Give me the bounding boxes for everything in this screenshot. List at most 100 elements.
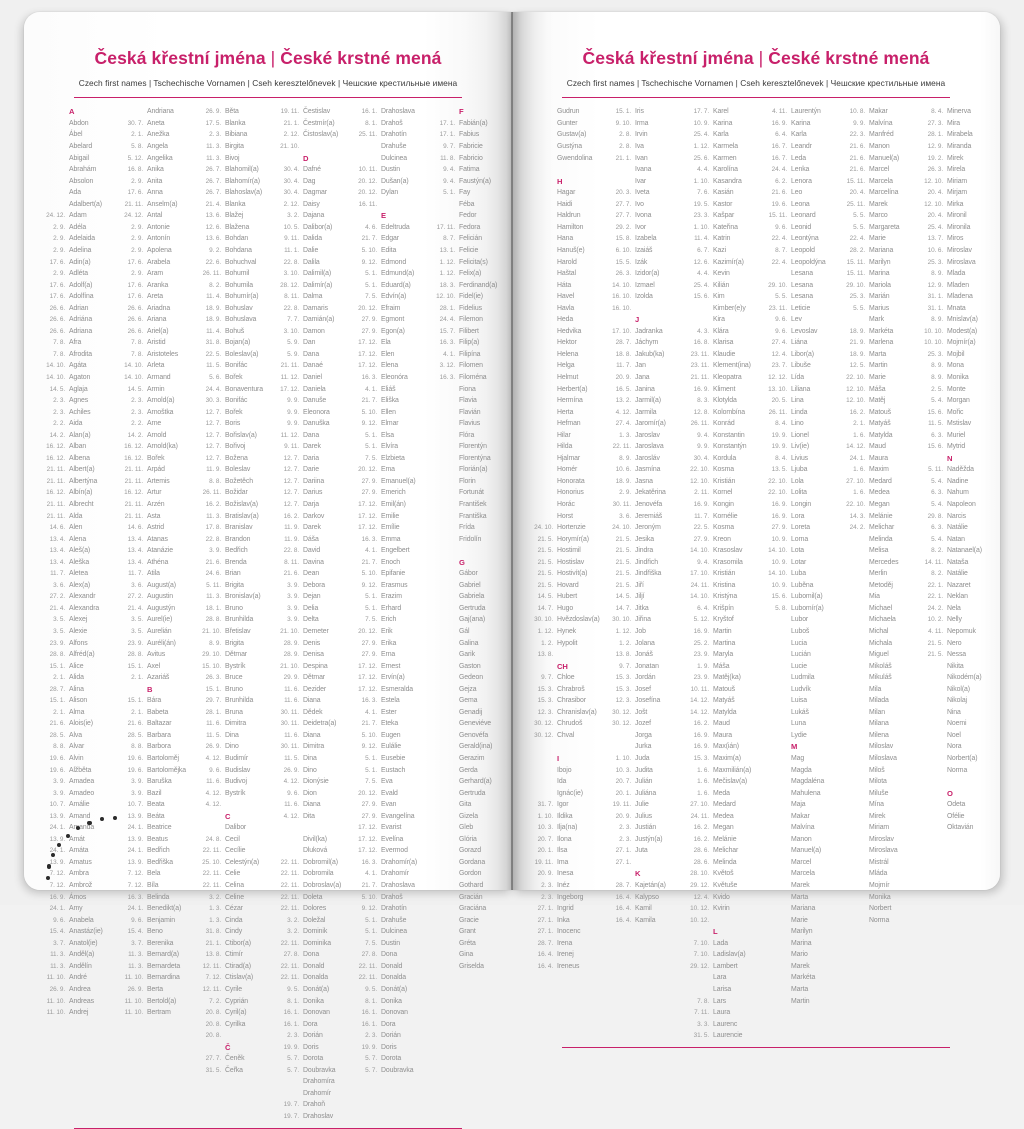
- name-label: Benjamin: [147, 916, 175, 924]
- name-label: Havla: [557, 304, 575, 312]
- name-date: 9. 9.: [697, 443, 709, 451]
- name-entry-row: 27. 9. Emanuel(a): [346, 476, 424, 488]
- name-label: Adolfína: [69, 293, 94, 301]
- name-label: Cindy: [225, 928, 243, 936]
- name-date: 15. 1.: [49, 662, 65, 670]
- name-date: 17. 12.: [358, 847, 377, 855]
- name-label: Andriana: [147, 108, 174, 116]
- name-date: 19. 7.: [283, 1101, 299, 1109]
- name-date: 24. 1.: [127, 824, 143, 832]
- name-label: Natan: [947, 535, 965, 543]
- name-entry-row: 14. 10. Arleta: [112, 360, 190, 372]
- name-entry-row: 24. 1. Beatrice: [112, 822, 190, 834]
- name-entry-row: Haldrun: [522, 210, 600, 222]
- name-date: 11. 12.: [280, 373, 299, 381]
- name-date: 14. 10.: [690, 547, 709, 555]
- name-date: 3. 2.: [287, 212, 299, 220]
- name-entry-row: 2. 9. Adelaida: [34, 233, 112, 245]
- name-label: Daniel: [303, 373, 322, 381]
- name-label: Blahomil(a): [225, 166, 259, 174]
- name-label: Dora: [303, 1020, 318, 1028]
- name-entry-row: Mercedes: [834, 557, 912, 569]
- name-label: Jaromír(a): [635, 420, 666, 428]
- name-date: 26. 7.: [205, 166, 221, 174]
- name-entry-row: 30. 11. Dědek: [268, 707, 346, 719]
- name-entry-row: 4. 4. Kevin: [678, 268, 756, 280]
- name-entry-row: Gordon: [424, 868, 502, 880]
- letter-heading: CH: [557, 661, 568, 671]
- name-date: 27. 3.: [927, 119, 943, 127]
- name-date: 28. 9.: [283, 651, 299, 659]
- name-date: 5. 1.: [365, 443, 377, 451]
- name-date: 1. 12.: [693, 143, 709, 151]
- name-date: 22. 11.: [202, 870, 221, 878]
- letter-heading: C: [225, 811, 231, 821]
- name-entry-row: 5. 12. Angelika: [112, 153, 190, 165]
- name-label: Emma: [381, 535, 401, 543]
- name-entry-row: Gorazd: [424, 845, 502, 857]
- name-date: 17. 10.: [612, 327, 631, 335]
- name-label: Mlada: [947, 270, 966, 278]
- name-date: 17. 12.: [358, 500, 377, 508]
- name-date: 9. 9.: [287, 420, 299, 428]
- name-label: Jana: [635, 373, 650, 381]
- name-entry-row: 11. 6. Diana: [268, 695, 346, 707]
- name-entry-row: 17. 8. Branislav: [190, 522, 268, 534]
- name-date: 1. 12.: [537, 628, 553, 635]
- name-date: 2. 9.: [131, 270, 143, 278]
- name-label: Marek: [791, 882, 810, 890]
- name-label: Amát: [69, 835, 85, 843]
- name-label: Ernest: [381, 662, 401, 670]
- name-date: 13. 10.: [768, 385, 787, 393]
- name-label: Dora: [381, 1020, 396, 1028]
- name-label: Dana: [303, 350, 320, 358]
- name-label: Natálie: [947, 524, 968, 532]
- name-entry-row: 1. 6. Mečislav(a): [678, 776, 756, 788]
- name-label: Drahomír: [303, 1089, 331, 1097]
- name-label: Karina: [713, 119, 733, 127]
- name-date: 16. 12.: [124, 443, 143, 451]
- name-label: Aneta: [147, 119, 165, 127]
- name-date: 28. 6.: [693, 858, 709, 866]
- name-entry-row: 7. 12. Ambra: [34, 868, 112, 880]
- name-entry-row: 24. 2. Melichar: [834, 522, 912, 534]
- name-entry-row: Milan: [834, 707, 912, 719]
- name-entry-row: 21. 6. Brenda: [190, 557, 268, 569]
- name-entry-row: 1. 12. Felix(a): [424, 268, 502, 280]
- name-entry-row: 11. 3. Bivoj: [190, 153, 268, 165]
- name-entry-row: 13. 4. Athéna: [112, 557, 190, 569]
- name-label: Flavius: [459, 420, 481, 428]
- name-date: 17. 12.: [358, 674, 377, 682]
- name-label: Aristoteles: [147, 350, 179, 358]
- name-label: Blanka: [225, 119, 246, 127]
- name-date: 20. 8.: [205, 1020, 221, 1028]
- name-entry-row: Nikodém(a): [912, 672, 990, 684]
- name-label: Mario: [791, 951, 808, 959]
- name-entry-row: 9. 9. Konstantýn: [678, 441, 756, 453]
- name-entry-row: Gordana: [424, 857, 502, 869]
- name-label: Michael: [869, 604, 893, 612]
- name-entry-row: 20. 12. Erik: [346, 626, 424, 638]
- name-date: 26. 7.: [205, 177, 221, 185]
- letter-heading-row: E: [346, 210, 424, 222]
- name-date: 13. 4.: [49, 547, 65, 555]
- name-entry-row: Gedeon: [424, 672, 502, 684]
- name-date: 14. 7.: [615, 604, 631, 612]
- name-entry-row: Gaston: [424, 661, 502, 673]
- name-label: Jesika: [635, 535, 654, 543]
- name-label: Jaroslav: [635, 431, 660, 439]
- name-date: 23. 11.: [690, 350, 709, 358]
- name-label: Dalma: [303, 293, 323, 301]
- name-label: Alena: [69, 535, 87, 543]
- name-entry-row: 29. 9. Dětmar: [268, 672, 346, 684]
- name-entry-row: 14. 11. Nataša: [912, 557, 990, 569]
- name-entry-row: 21. 10. Despina: [268, 661, 346, 673]
- name-date: 7. 5.: [365, 293, 377, 301]
- name-label: Marcel: [791, 858, 812, 866]
- name-label: Kristián: [713, 570, 736, 578]
- name-label: Dimitra: [225, 720, 247, 728]
- name-entry-row: 22. 10. Kosma: [678, 464, 756, 476]
- name-label: Dalida: [303, 235, 322, 243]
- name-date: 1. 6.: [853, 431, 865, 439]
- name-entry-row: 21. 10.: [268, 141, 346, 153]
